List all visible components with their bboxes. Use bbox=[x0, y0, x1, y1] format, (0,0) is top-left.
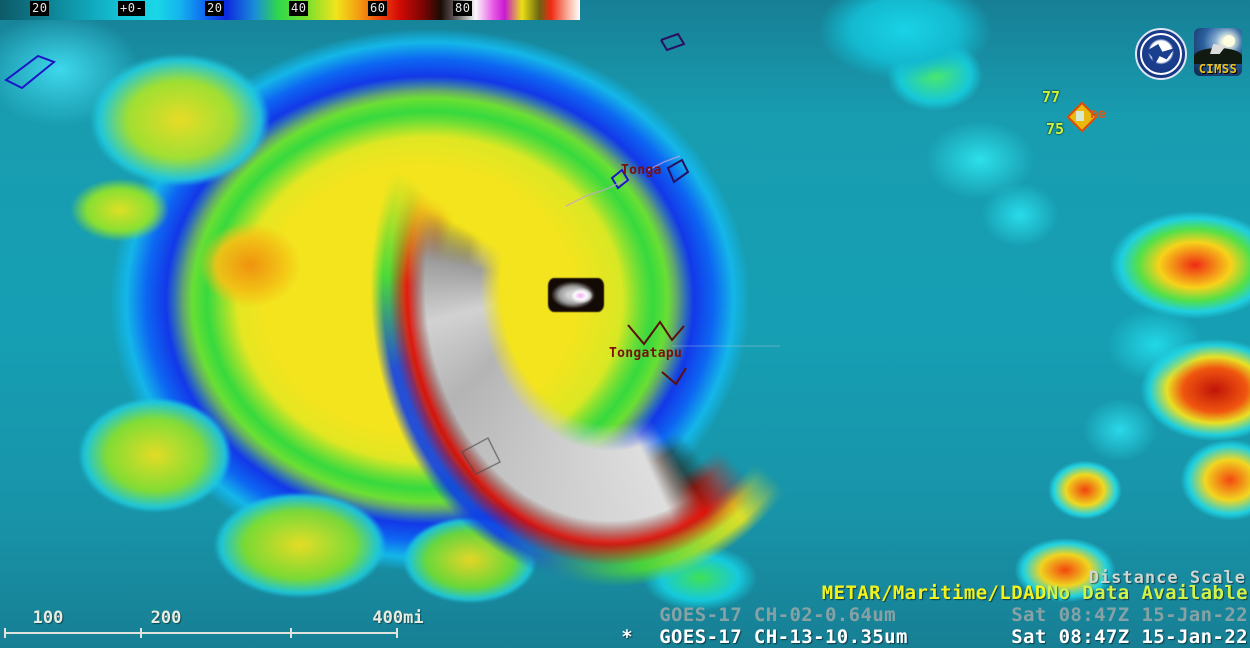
colorbar-tick-80: 80 bbox=[453, 1, 473, 16]
distance-tick-200 bbox=[290, 628, 292, 638]
station-temperature: 77 bbox=[1042, 88, 1061, 106]
channel-timestamp-ch02: Sat 08:47Z 15-Jan-22 bbox=[1011, 604, 1248, 626]
colorbar-tick-60: 60 bbox=[368, 1, 388, 16]
noaa-logo-icon[interactable] bbox=[1135, 28, 1187, 80]
distance-label-400: 400mi bbox=[372, 608, 424, 628]
metar-source-label: METAR/Maritime/LDAD bbox=[821, 582, 1047, 604]
distance-scale-title: Distance Scale bbox=[1088, 568, 1246, 588]
cimss-logo-dish-icon bbox=[1210, 44, 1226, 54]
colorbar-tick-20: 20 bbox=[205, 1, 225, 16]
agency-logos: CIMSS bbox=[1135, 28, 1242, 80]
channel-active-marker-ch02 bbox=[621, 604, 637, 626]
colorbar-tick-20-neg: 20 bbox=[30, 1, 50, 16]
colorbar-tick-40: 40 bbox=[289, 1, 309, 16]
satellite-channel-row-ch02[interactable]: GOES-17 CH-02-0.64um Sat 08:47Z 15-Jan-2… bbox=[621, 604, 1248, 626]
satellite-channel-row-ch13[interactable]: * GOES-17 CH-13-10.35um Sat 08:47Z 15-Ja… bbox=[621, 626, 1248, 648]
overshooting-top-vent bbox=[548, 278, 604, 312]
temperature-colorbar[interactable]: 20 +0- 20 40 60 80 bbox=[0, 0, 580, 20]
channel-name-ch02: GOES-17 CH-02-0.64um bbox=[659, 604, 896, 626]
cimss-logo-sun-icon bbox=[1223, 35, 1235, 47]
cimss-logo-horizon bbox=[1194, 48, 1242, 64]
station-identifier: ne bbox=[1090, 107, 1106, 122]
cimss-logo-label: CIMSS bbox=[1198, 62, 1238, 76]
distance-scale-line bbox=[4, 632, 398, 634]
channel-name-ch13: GOES-17 CH-13-10.35um bbox=[659, 626, 908, 648]
geo-label-tonga: Tonga bbox=[621, 163, 662, 178]
colorbar-tick-zero: +0- bbox=[118, 1, 146, 16]
station-marker-inner-icon bbox=[1076, 111, 1084, 121]
distance-scale: 100 200 400mi bbox=[0, 602, 424, 642]
geo-label-tongatapu: Tongatapu bbox=[609, 346, 683, 361]
distance-tick-0 bbox=[4, 628, 6, 638]
station-dewpoint: 75 bbox=[1046, 120, 1065, 138]
noaa-logo-ring bbox=[1140, 33, 1182, 75]
channel-timestamp-ch13: Sat 08:47Z 15-Jan-22 bbox=[1011, 626, 1248, 648]
channel-active-marker-ch13: * bbox=[621, 626, 634, 648]
metar-status-text: No Data Available bbox=[1046, 582, 1248, 604]
metar-status-row: METAR/Maritime/LDADNo Data Available bbox=[621, 582, 1248, 604]
umbrella-cloud-cold-crescent bbox=[400, 15, 820, 555]
distance-label-200: 200 bbox=[150, 608, 182, 628]
distance-label-100: 100 bbox=[32, 608, 64, 628]
distance-tick-100 bbox=[140, 628, 142, 638]
cimss-logo-icon[interactable]: CIMSS bbox=[1194, 28, 1242, 76]
status-overlay: METAR/Maritime/LDADNo Data Available GOE… bbox=[621, 582, 1248, 648]
metar-station-plot[interactable]: 77 75 ne bbox=[1038, 88, 1118, 144]
distance-tick-400 bbox=[396, 628, 398, 638]
